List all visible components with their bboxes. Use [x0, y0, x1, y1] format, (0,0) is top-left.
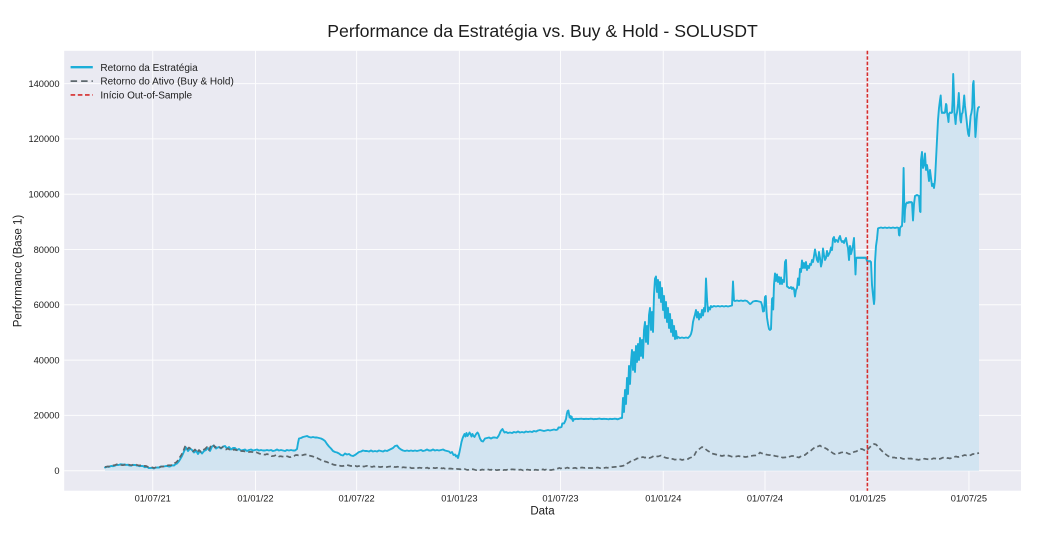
svg-text:40000: 40000	[34, 355, 60, 365]
svg-text:01/07/21: 01/07/21	[135, 494, 171, 504]
svg-text:0: 0	[54, 466, 59, 476]
svg-text:Data: Data	[530, 506, 555, 518]
svg-text:60000: 60000	[34, 300, 60, 310]
svg-text:Retorno do Ativo (Buy & Hold): Retorno do Ativo (Buy & Hold)	[100, 77, 233, 88]
svg-text:120000: 120000	[28, 134, 59, 144]
svg-text:Retorno da Estratégia: Retorno da Estratégia	[100, 63, 198, 74]
svg-text:01/01/24: 01/01/24	[645, 494, 681, 504]
svg-text:01/07/24: 01/07/24	[747, 494, 783, 504]
svg-text:80000: 80000	[34, 245, 60, 255]
svg-text:Performance da Estratégia vs.: Performance da Estratégia vs. Buy & Hold…	[327, 21, 758, 41]
svg-text:01/01/23: 01/01/23	[441, 494, 477, 504]
svg-text:140000: 140000	[28, 79, 59, 89]
svg-text:01/07/25: 01/07/25	[951, 494, 987, 504]
svg-text:01/01/25: 01/01/25	[850, 494, 886, 504]
svg-text:20000: 20000	[34, 411, 60, 421]
svg-text:Performance (Base 1): Performance (Base 1)	[13, 215, 25, 328]
svg-text:Início Out-of-Sample: Início Out-of-Sample	[100, 91, 192, 102]
svg-text:100000: 100000	[28, 190, 59, 200]
svg-text:01/07/23: 01/07/23	[542, 494, 578, 504]
svg-text:01/01/22: 01/01/22	[237, 494, 273, 504]
svg-text:01/07/22: 01/07/22	[338, 494, 374, 504]
